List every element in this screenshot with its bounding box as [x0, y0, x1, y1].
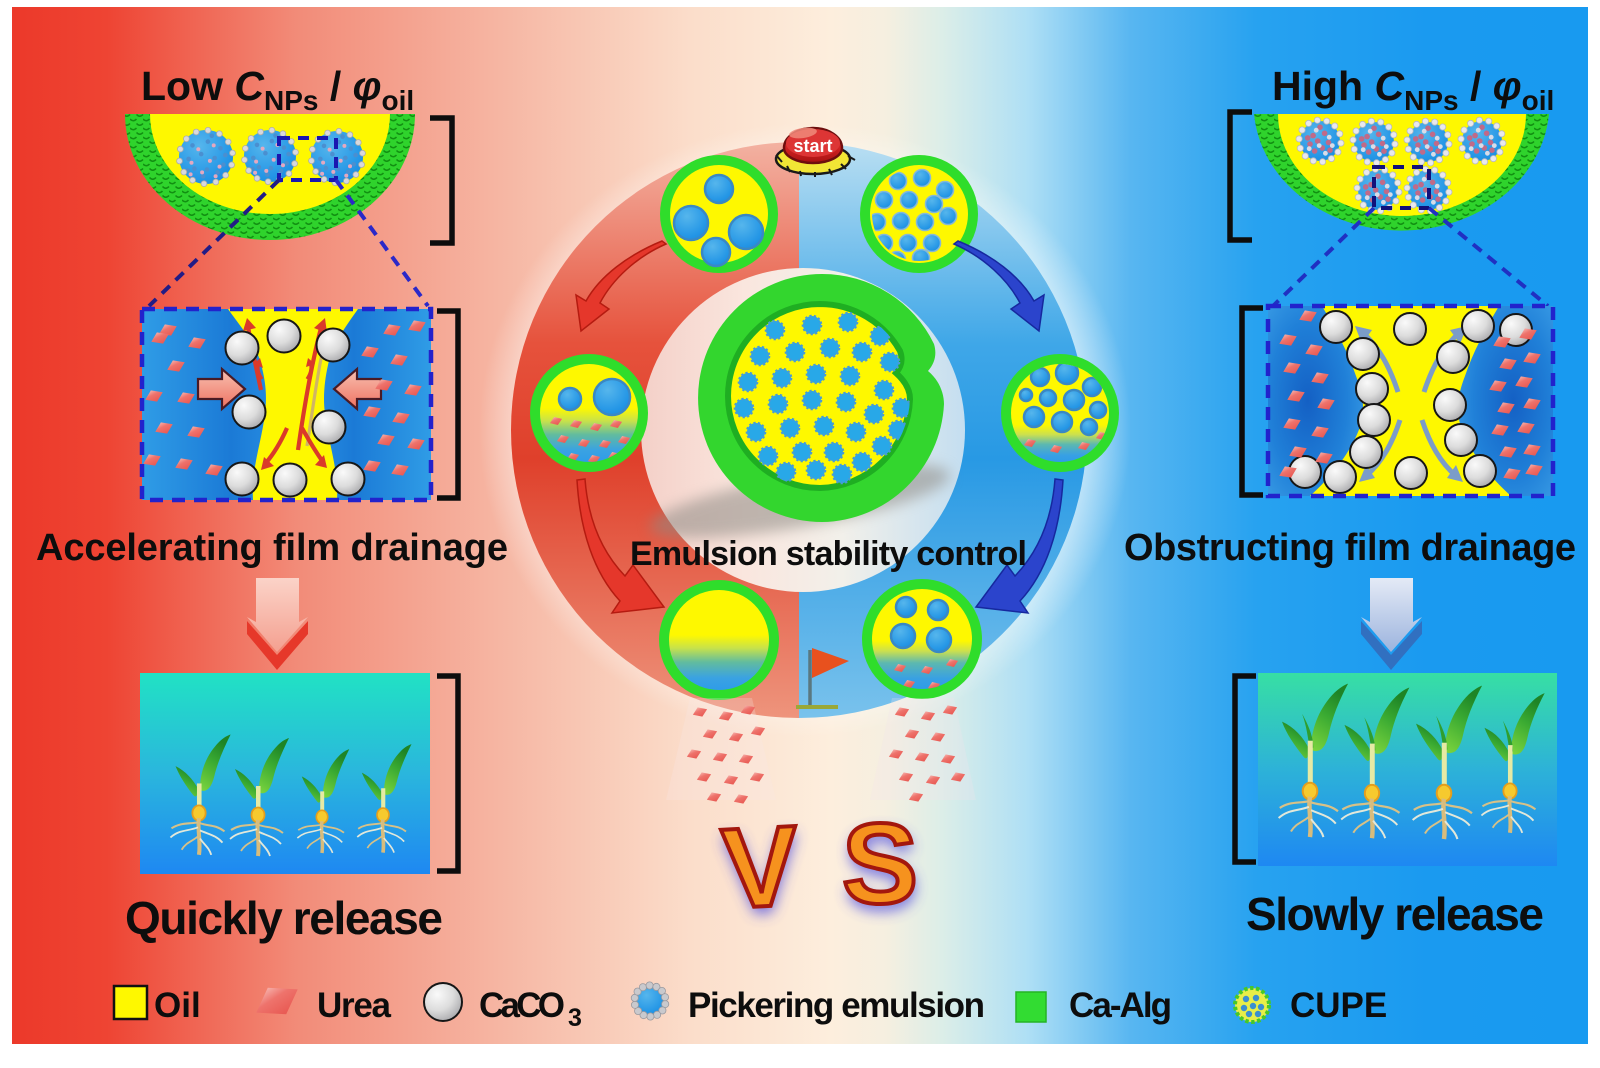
svg-text:CaCO: CaCO	[479, 986, 565, 1025]
svg-text:CUPE: CUPE	[1290, 986, 1387, 1025]
svg-text:Urea: Urea	[317, 986, 392, 1025]
svg-text:S: S	[843, 808, 919, 935]
svg-text:S: S	[842, 801, 918, 928]
svg-text:V: V	[720, 809, 803, 940]
svg-text:3: 3	[568, 1004, 582, 1032]
svg-text:Slowly release: Slowly release	[1246, 888, 1544, 940]
svg-text:Accelerating film drainage: Accelerating film drainage	[36, 527, 508, 569]
svg-text:Ca-Alg: Ca-Alg	[1069, 986, 1172, 1025]
svg-text:Quickly release: Quickly release	[125, 892, 443, 944]
svg-text:start: start	[793, 136, 832, 156]
svg-text:Obstructing film drainage: Obstructing film drainage	[1124, 527, 1576, 569]
svg-text:Oil: Oil	[154, 986, 201, 1025]
svg-text:Pickering emulsion: Pickering emulsion	[688, 986, 985, 1025]
svg-text:V: V	[719, 802, 802, 933]
svg-text:Emulsion stability control: Emulsion stability control	[630, 535, 1027, 573]
